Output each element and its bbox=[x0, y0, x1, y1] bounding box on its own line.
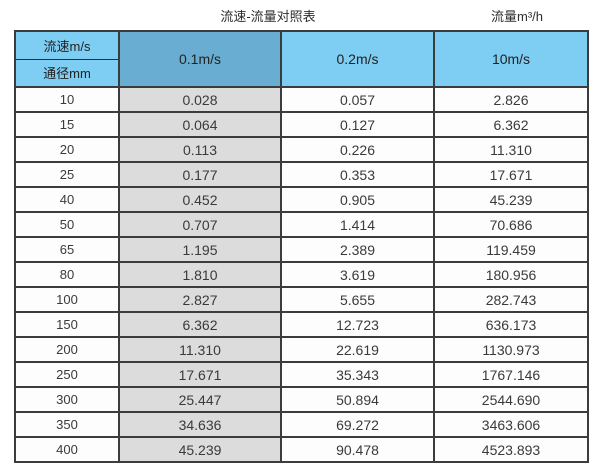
table-row: 400 45.239 90.478 4523.893 bbox=[14, 436, 589, 463]
flow-value-cell: 5.655 bbox=[280, 286, 435, 313]
diameter-cell: 200 bbox=[14, 336, 120, 363]
flow-value-cell: 22.619 bbox=[280, 336, 435, 363]
table-row: 100 2.827 5.655 282.743 bbox=[14, 286, 589, 313]
flow-value-cell: 6.362 bbox=[433, 111, 589, 138]
flow-value-cell: 25.447 bbox=[118, 386, 282, 413]
flow-value-cell: 11.310 bbox=[118, 336, 282, 363]
flow-value-cell: 1767.146 bbox=[433, 361, 589, 388]
flow-value-cell: 12.723 bbox=[280, 311, 435, 338]
flow-value-cell: 1130.973 bbox=[433, 336, 589, 363]
corner-header-velocity: 流速m/s bbox=[14, 30, 120, 60]
flow-value-cell: 0.905 bbox=[280, 186, 435, 213]
header-row-top: 流速m/s 0.1m/s 0.2m/s 10m/s bbox=[14, 30, 589, 88]
column-header-0-1ms: 0.1m/s bbox=[118, 30, 282, 88]
diameter-cell: 50 bbox=[14, 211, 120, 238]
table-row: 40 0.452 0.905 45.239 bbox=[14, 186, 589, 213]
flow-value-cell: 0.113 bbox=[118, 136, 282, 163]
flow-value-cell: 3.619 bbox=[280, 261, 435, 288]
flow-value-cell: 2.826 bbox=[433, 86, 589, 113]
flow-value-cell: 45.239 bbox=[118, 436, 282, 463]
flow-value-cell: 50.894 bbox=[280, 386, 435, 413]
flow-value-cell: 35.343 bbox=[280, 361, 435, 388]
table-row: 25 0.177 0.353 17.671 bbox=[14, 161, 589, 188]
flow-value-cell: 17.671 bbox=[433, 161, 589, 188]
table-row: 15 0.064 0.127 6.362 bbox=[14, 111, 589, 138]
diameter-cell: 350 bbox=[14, 411, 120, 438]
flow-value-cell: 4523.893 bbox=[433, 436, 589, 463]
table-row: 150 6.362 12.723 636.173 bbox=[14, 311, 589, 338]
diameter-cell: 10 bbox=[14, 86, 120, 113]
flow-value-cell: 0.226 bbox=[280, 136, 435, 163]
column-header-10ms: 10m/s bbox=[433, 30, 589, 88]
flow-value-cell: 90.478 bbox=[280, 436, 435, 463]
table-row: 65 1.195 2.389 119.459 bbox=[14, 236, 589, 263]
titlebar: 流速-流量对照表 流量m³/h bbox=[0, 0, 600, 30]
flow-value-cell: 2544.690 bbox=[433, 386, 589, 413]
table-row: 20 0.113 0.226 11.310 bbox=[14, 136, 589, 163]
flow-value-cell: 34.636 bbox=[118, 411, 282, 438]
diameter-cell: 20 bbox=[14, 136, 120, 163]
flow-rate-unit-label: 流量m³/h bbox=[490, 9, 544, 24]
flow-value-cell: 1.810 bbox=[118, 261, 282, 288]
flow-value-cell: 0.028 bbox=[118, 86, 282, 113]
flow-value-cell: 119.459 bbox=[433, 236, 589, 263]
table-row: 200 11.310 22.619 1130.973 bbox=[14, 336, 589, 363]
flow-value-cell: 0.127 bbox=[280, 111, 435, 138]
table-row: 80 1.810 3.619 180.956 bbox=[14, 261, 589, 288]
flow-value-cell: 0.707 bbox=[118, 211, 282, 238]
diameter-cell: 100 bbox=[14, 286, 120, 313]
flow-value-cell: 2.827 bbox=[118, 286, 282, 313]
header-row-bottom: 通径mm bbox=[14, 58, 588, 88]
corner-header-diameter: 通径mm bbox=[14, 58, 120, 88]
flow-value-cell: 180.956 bbox=[433, 261, 589, 288]
flow-value-cell: 282.743 bbox=[433, 286, 589, 313]
diameter-cell: 80 bbox=[14, 261, 120, 288]
flow-value-cell: 0.452 bbox=[118, 186, 282, 213]
flow-value-cell: 0.064 bbox=[118, 111, 282, 138]
flow-velocity-rate-table: 流速m/s 0.1m/s 0.2m/s 10m/s 通径mm 10 0.028 0.… bbox=[14, 30, 589, 463]
flow-value-cell: 6.362 bbox=[118, 311, 282, 338]
flow-value-cell: 636.173 bbox=[433, 311, 589, 338]
table-title: 流速-流量对照表 bbox=[220, 9, 316, 24]
table-row: 300 25.447 50.894 2544.690 bbox=[14, 386, 589, 413]
flow-value-cell: 0.353 bbox=[280, 161, 435, 188]
diameter-cell: 25 bbox=[14, 161, 120, 188]
flow-value-cell: 45.239 bbox=[433, 186, 589, 213]
diameter-cell: 300 bbox=[14, 386, 120, 413]
table-row: 250 17.671 35.343 1767.146 bbox=[14, 361, 589, 388]
diameter-cell: 65 bbox=[14, 236, 120, 263]
diameter-cell: 40 bbox=[14, 186, 120, 213]
flow-value-cell: 69.272 bbox=[280, 411, 435, 438]
table-row: 50 0.707 1.414 70.686 bbox=[14, 211, 589, 238]
diameter-cell: 150 bbox=[14, 311, 120, 338]
diameter-cell: 250 bbox=[14, 361, 120, 388]
diameter-cell: 400 bbox=[14, 436, 120, 463]
flow-value-cell: 70.686 bbox=[433, 211, 589, 238]
table-row: 10 0.028 0.057 2.826 bbox=[14, 86, 589, 113]
table-row: 350 34.636 69.272 3463.606 bbox=[14, 411, 589, 438]
flow-value-cell: 3463.606 bbox=[433, 411, 589, 438]
flow-value-cell: 2.389 bbox=[280, 236, 435, 263]
flow-value-cell: 0.177 bbox=[118, 161, 282, 188]
diameter-cell: 15 bbox=[14, 111, 120, 138]
column-header-0-2ms: 0.2m/s bbox=[280, 30, 435, 88]
flow-value-cell: 17.671 bbox=[118, 361, 282, 388]
flow-value-cell: 0.057 bbox=[280, 86, 435, 113]
flow-value-cell: 11.310 bbox=[433, 136, 589, 163]
flow-value-cell: 1.414 bbox=[280, 211, 435, 238]
flow-value-cell: 1.195 bbox=[118, 236, 282, 263]
